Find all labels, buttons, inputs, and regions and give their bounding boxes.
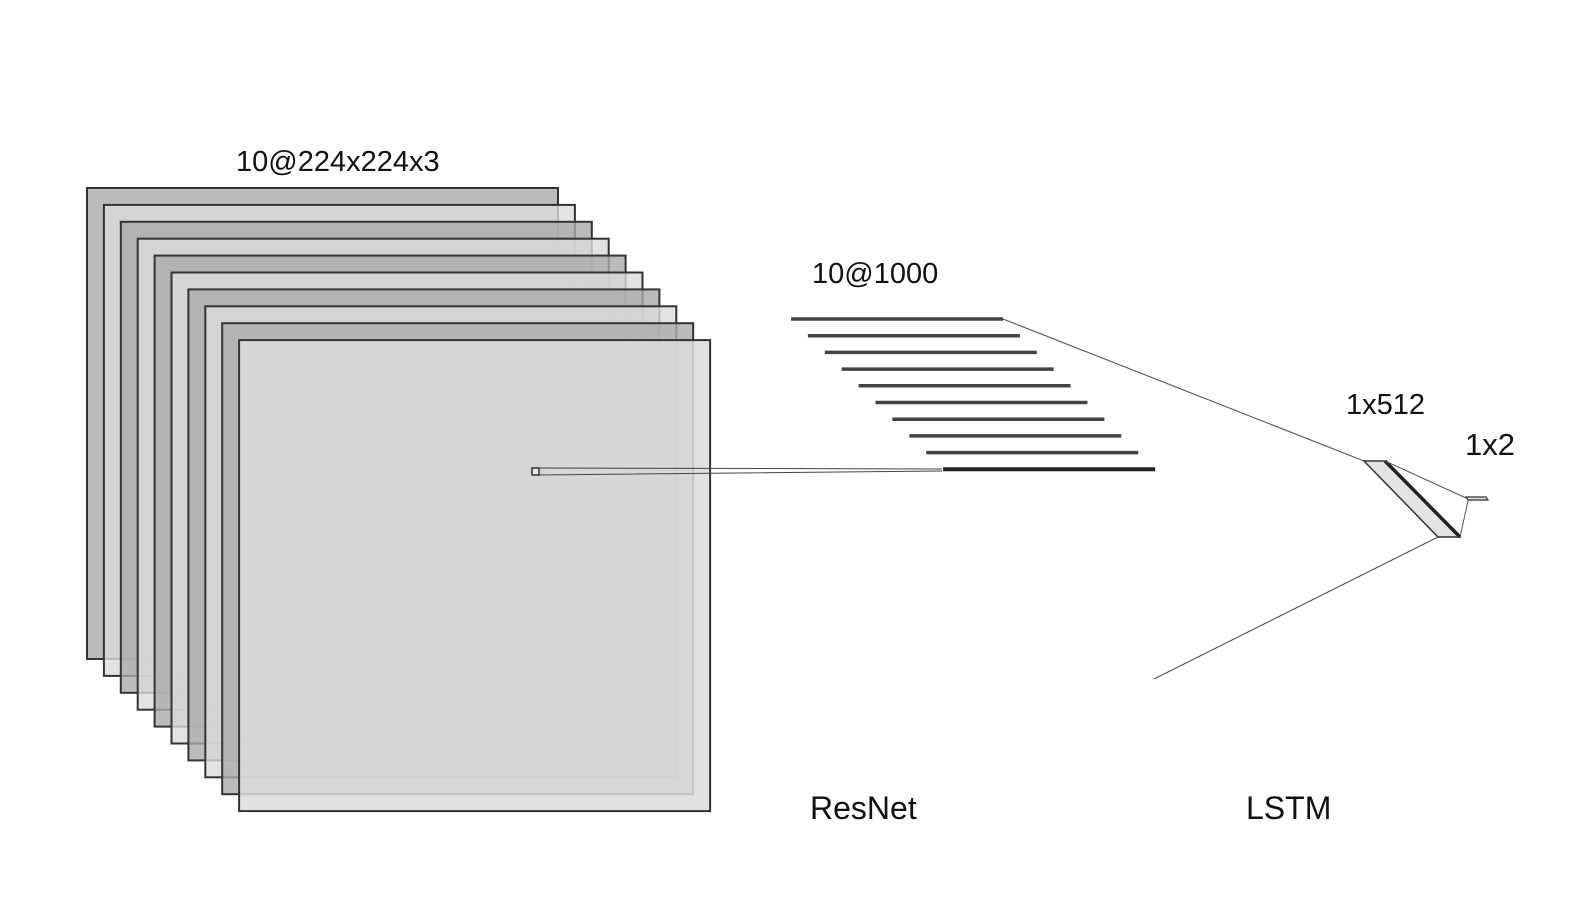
- output-connector-top: [1384, 460, 1467, 499]
- output-layer: [1464, 496, 1490, 501]
- lstm-connector-bottom: [1153, 536, 1439, 680]
- resnet-projection-line: [538, 467, 943, 476]
- hidden-layer: [1362, 459, 1462, 539]
- input-shape-label: 10@224x224x3: [236, 146, 440, 178]
- hidden-layer-block: [1362, 460, 1462, 538]
- input-frame: [238, 339, 712, 813]
- output-shape-label: 1x2: [1465, 427, 1515, 462]
- hidden-shape-label: 1x512: [1346, 389, 1426, 421]
- output-connector-bottom: [1459, 500, 1469, 538]
- receptive-field-box: [531, 467, 540, 476]
- output-layer-block: [1464, 496, 1490, 501]
- lstm-connectors: [1002, 318, 1439, 680]
- hidden-layer-edge: [1383, 459, 1462, 539]
- feature-shape-label: 10@1000: [812, 258, 939, 290]
- output-connectors: [1384, 460, 1469, 538]
- input-frame-stack: [86, 187, 712, 813]
- resnet-label: ResNet: [810, 790, 917, 826]
- receptive-field: [531, 467, 943, 476]
- lstm-label: LSTM: [1246, 790, 1332, 826]
- lstm-connector-top: [1002, 318, 1365, 462]
- feature-vector-stack: [791, 317, 1156, 472]
